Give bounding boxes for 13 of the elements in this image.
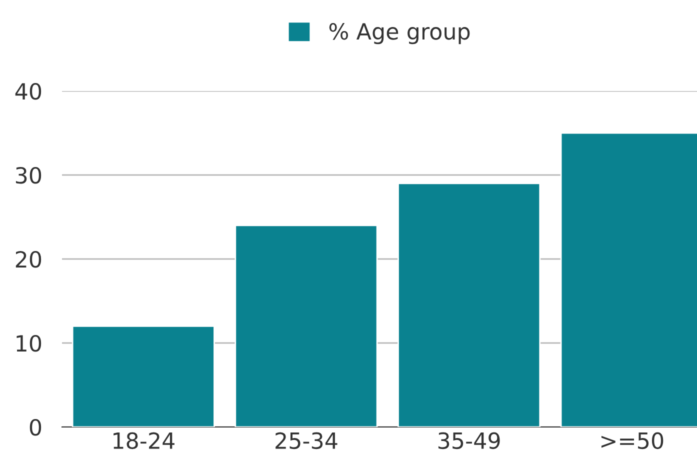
x-tick-label: 35-49 [438, 432, 500, 450]
y-tick-label: 0 [30, 418, 42, 436]
bar [72, 326, 215, 427]
bar [398, 182, 541, 427]
x-tick-label: 25-34 [276, 432, 338, 450]
y-tick-label: 10 [16, 334, 42, 352]
legend-label: % Age group [329, 23, 470, 44]
y-tick-label: 20 [16, 250, 42, 268]
bar [234, 224, 378, 427]
y-tick-label: 40 [15, 82, 42, 100]
x-tick-label: 18-24 [114, 432, 174, 450]
y-tick-label: 30 [16, 166, 42, 184]
x-tick-label: >=50 [601, 432, 664, 450]
